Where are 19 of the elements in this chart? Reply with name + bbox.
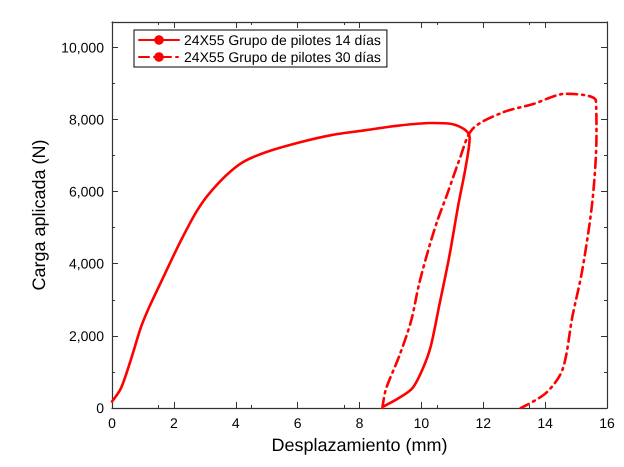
x-tick-label: 4 — [232, 415, 240, 431]
y-axis-title: Carga aplicada (N) — [29, 139, 49, 291]
y-tick-label: 8,000 — [68, 111, 104, 128]
y-tick-label: 10,000 — [61, 39, 104, 56]
x-axis-title: Desplazamiento (mm) — [271, 435, 448, 455]
x-tick-label: 10 — [414, 415, 430, 431]
y-tick-label: 4,000 — [68, 256, 104, 272]
legend-label: 24X55 Grupo de pilotes 30 días — [184, 49, 381, 65]
y-tick-label: 0 — [96, 400, 104, 416]
y-tick-label: 2,000 — [68, 328, 104, 344]
x-tick-label: 2 — [170, 415, 178, 431]
x-tick-label: 6 — [294, 415, 302, 431]
x-tick-label: 0 — [108, 415, 116, 431]
legend-label: 24X55 Grupo de pilotes 14 días — [184, 32, 381, 48]
y-tick-label: 6,000 — [68, 184, 104, 200]
x-tick-label: 16 — [599, 415, 615, 431]
x-tick-label: 14 — [537, 415, 554, 431]
x-tick-label: 12 — [475, 415, 492, 431]
x-tick-label: 8 — [356, 415, 364, 431]
